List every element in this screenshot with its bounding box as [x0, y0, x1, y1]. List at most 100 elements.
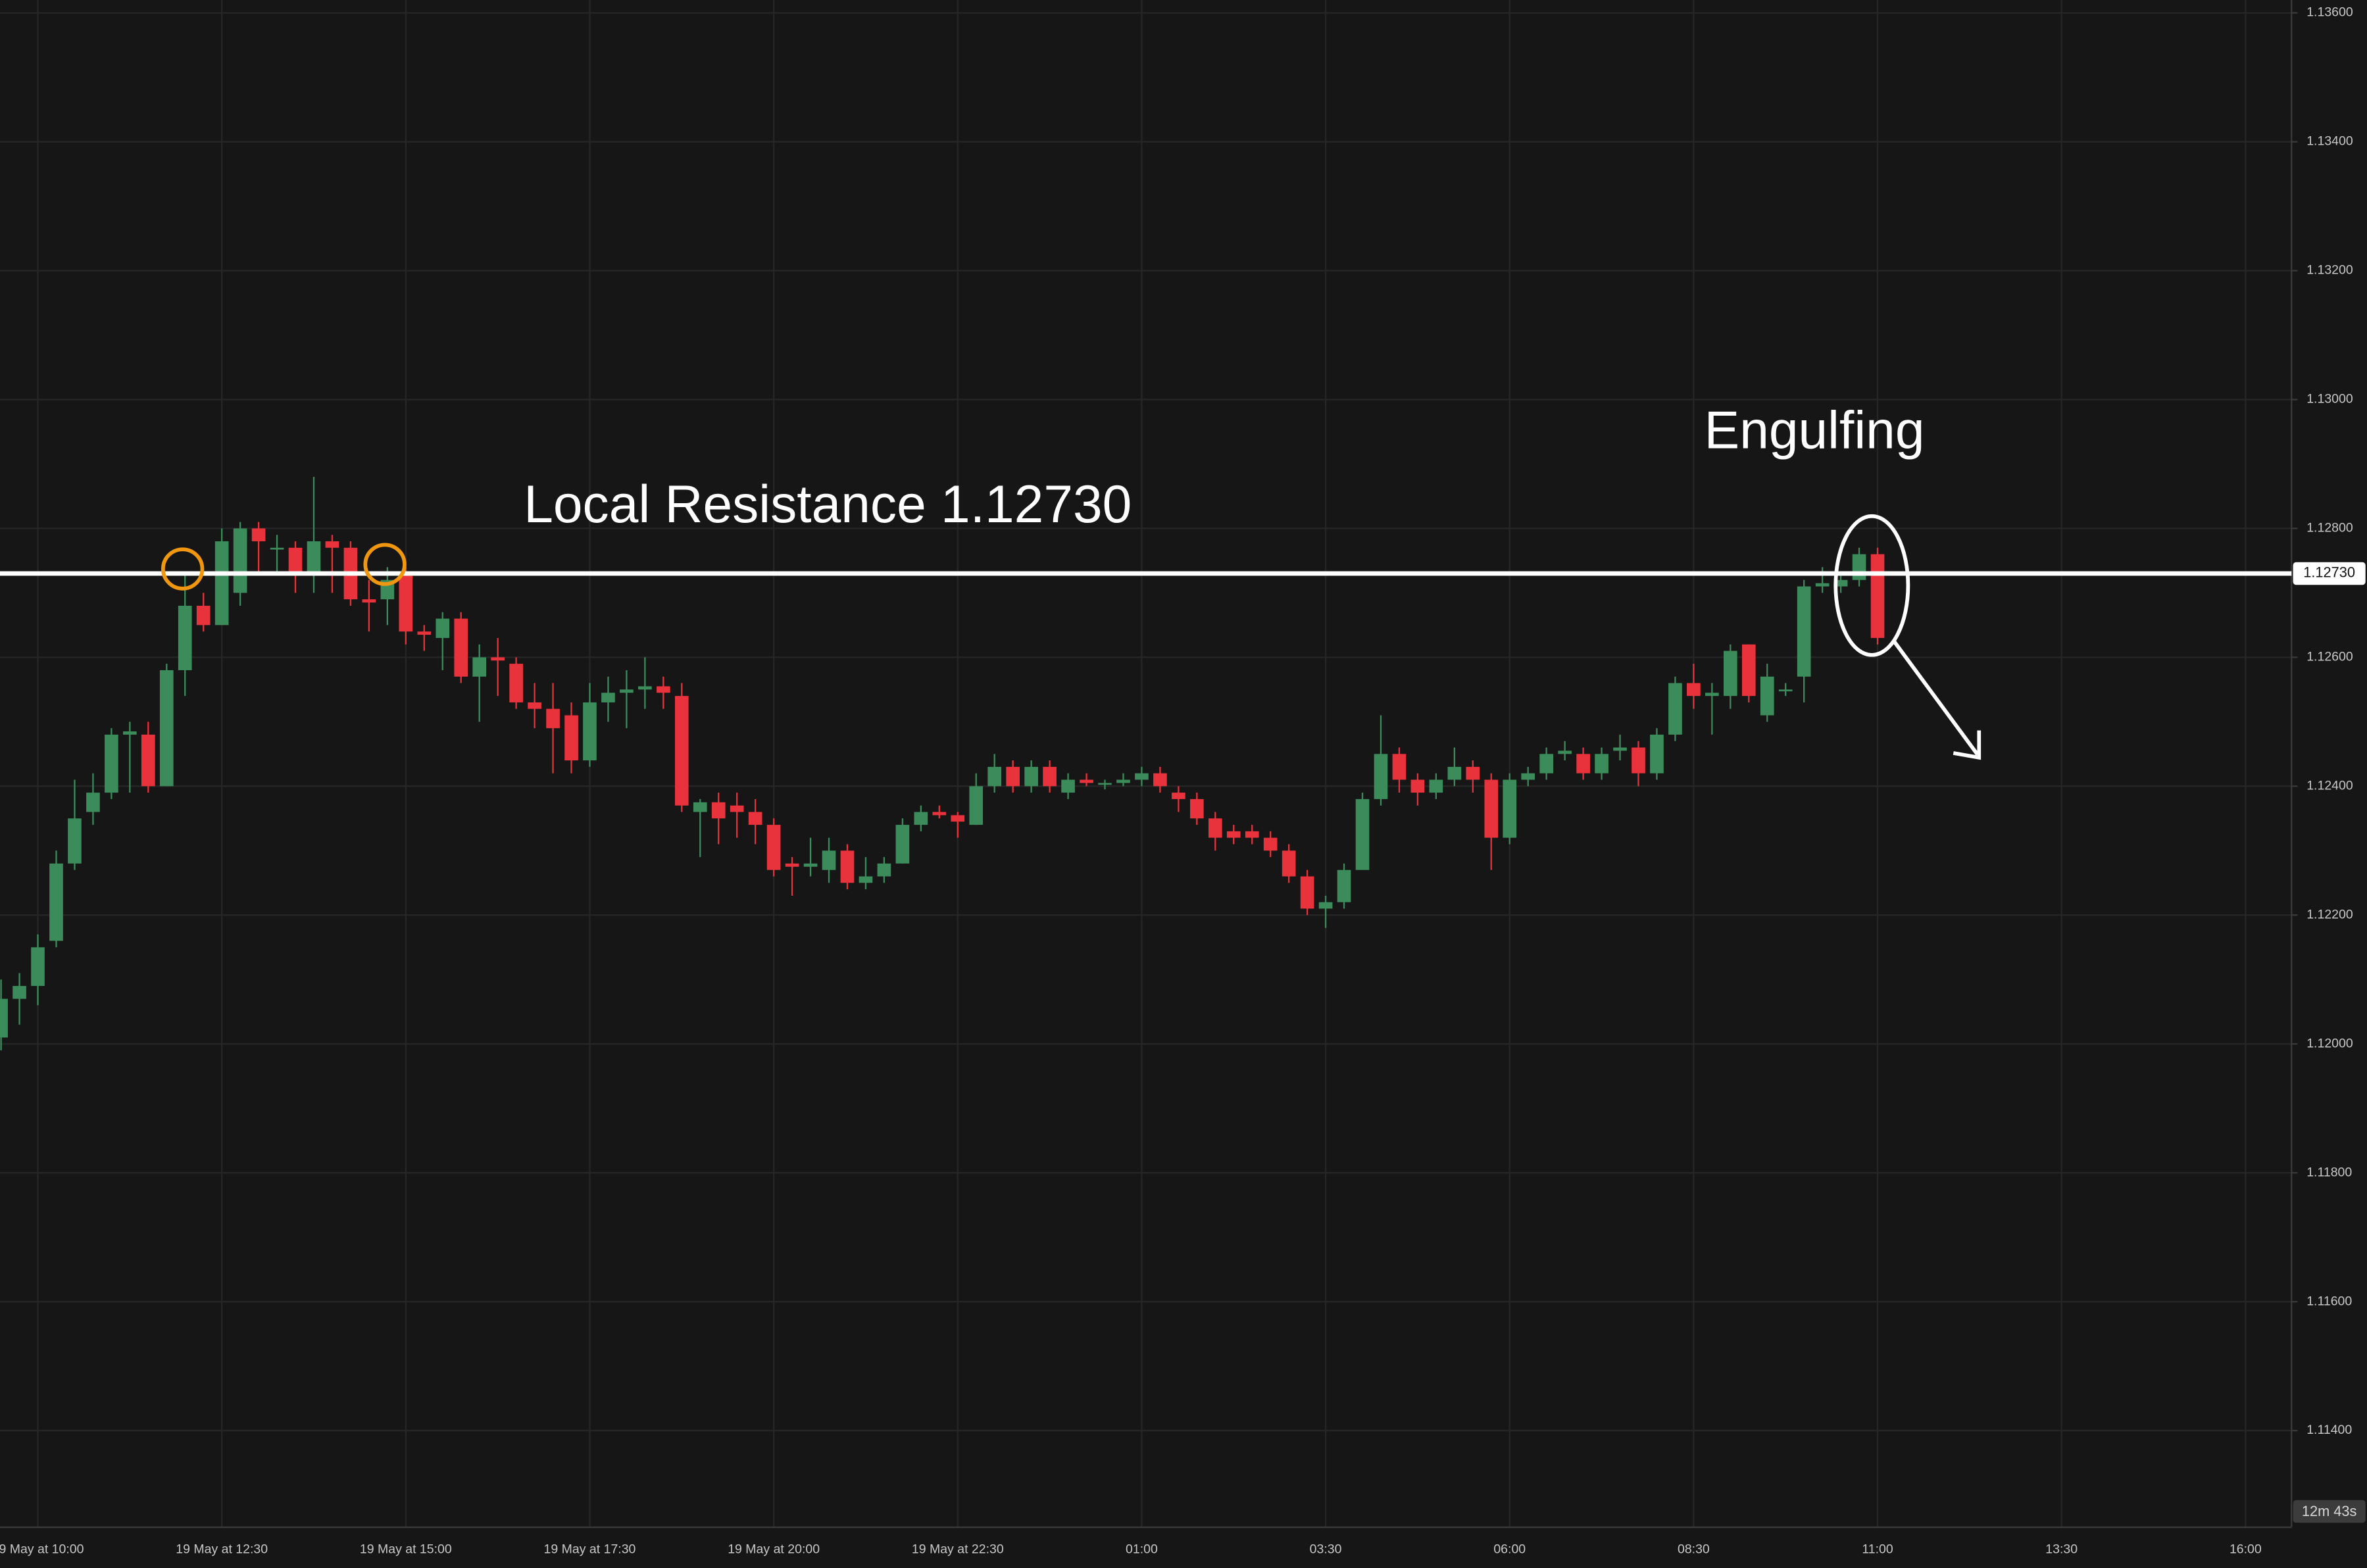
- candle-body: [877, 863, 891, 877]
- candle-body: [1116, 779, 1130, 783]
- candle-body: [1576, 754, 1590, 773]
- candle-body: [1687, 683, 1701, 697]
- candle-body: [31, 947, 45, 987]
- candle-body: [583, 702, 597, 761]
- candle-body: [1006, 766, 1020, 787]
- candle-body: [564, 715, 578, 761]
- candle-body: [1263, 837, 1278, 851]
- y-tick-label: 1.12200: [2306, 907, 2353, 921]
- candle-body: [251, 528, 266, 542]
- price-label-box: [2293, 562, 2366, 585]
- candle-body: [803, 863, 818, 867]
- x-tick-label: 19 May at 10:00: [0, 1542, 84, 1557]
- candle-body: [1521, 773, 1535, 780]
- candle-body: [307, 541, 321, 574]
- candle-body: [509, 664, 523, 702]
- candle-body: [859, 876, 873, 883]
- candle-body: [454, 618, 468, 677]
- candle-body: [141, 734, 155, 787]
- candle-body: [766, 825, 781, 870]
- x-tick-label: 19 May at 17:30: [544, 1542, 636, 1557]
- candle-body: [178, 605, 192, 670]
- candle-body: [785, 863, 799, 867]
- candle-body: [1337, 870, 1351, 902]
- candle-body: [1705, 693, 1719, 697]
- candle-body: [214, 541, 229, 625]
- candle-body: [932, 812, 947, 816]
- candle-body: [1778, 689, 1793, 692]
- x-tick-label: 19 May at 20:00: [728, 1542, 820, 1557]
- candle-body: [914, 812, 928, 825]
- x-tick-label: 19 May at 12:30: [176, 1542, 268, 1557]
- x-tick-label: 03:30: [1310, 1542, 1342, 1557]
- candle-body: [1135, 773, 1149, 780]
- candle-body: [362, 599, 376, 603]
- annotations: Local Resistance 1.12730 Engulfing 12m 4…: [161, 401, 2366, 1523]
- candle-body: [1098, 783, 1112, 785]
- candle-body: [1392, 754, 1407, 780]
- candle-body: [1282, 850, 1296, 877]
- candle-body: [1245, 831, 1259, 838]
- candle-body: [638, 686, 652, 690]
- candle-body: [601, 693, 615, 702]
- countdown: 12m 43s: [2302, 1503, 2357, 1519]
- candle-body: [657, 686, 670, 693]
- arrow-shaft: [1891, 639, 1980, 756]
- candle-body: [159, 670, 174, 787]
- candle-body: [436, 618, 450, 638]
- candle-body: [123, 731, 137, 735]
- candle-body: [528, 702, 541, 709]
- candle-body: [1613, 747, 1627, 751]
- candle-body: [620, 689, 634, 693]
- candle-body: [840, 850, 855, 883]
- candle-body: [1190, 798, 1204, 819]
- y-tick-label: 1.13600: [2306, 5, 2353, 20]
- engulfing-note: Engulfing: [1705, 401, 1925, 460]
- resistance-note: Local Resistance 1.12730: [524, 475, 1132, 534]
- x-tick-label: 01:00: [1126, 1542, 1158, 1557]
- candle-body: [1374, 754, 1388, 799]
- y-tick-label: 1.13200: [2306, 263, 2353, 278]
- candle-body: [12, 986, 26, 999]
- y-tick-label: 1.12800: [2306, 521, 2353, 535]
- grid: [0, 0, 2298, 1528]
- candle-body: [1852, 554, 1866, 580]
- candle-body: [1226, 831, 1241, 838]
- candle-body: [105, 734, 118, 793]
- candle-body: [1300, 876, 1314, 909]
- y-tick-label: 1.12600: [2306, 650, 2353, 664]
- candle-body: [1724, 650, 1737, 697]
- candle-body: [987, 766, 1002, 787]
- candle-body: [68, 818, 82, 864]
- y-tick-label: 1.12000: [2306, 1036, 2353, 1050]
- candle-body: [1153, 773, 1167, 787]
- candle-body: [748, 812, 762, 825]
- arrow-head: [1953, 730, 1981, 760]
- x-tick-label: 11:00: [1862, 1542, 1893, 1557]
- candle-body: [1061, 779, 1075, 793]
- candle-body: [1741, 644, 1756, 697]
- candle-body: [1208, 818, 1222, 838]
- y-tick-label: 1.13000: [2306, 392, 2353, 406]
- candle-body: [711, 802, 726, 819]
- candle-body: [288, 547, 303, 574]
- candle-body: [1410, 779, 1425, 793]
- candle-body: [1815, 583, 1830, 587]
- candle-body: [491, 657, 505, 661]
- y-tick-label: 1.11600: [2306, 1294, 2352, 1308]
- y-tick-label: 1.13400: [2306, 134, 2353, 149]
- candle-body: [1080, 779, 1093, 783]
- x-tick-label: 16:00: [2230, 1542, 2262, 1557]
- candle-body: [472, 657, 487, 677]
- y-tick-label: 1.11800: [2306, 1165, 2352, 1179]
- candle-body: [1447, 766, 1462, 780]
- candle-body: [730, 805, 744, 812]
- price-label: 1.12730: [2303, 564, 2355, 581]
- candle-body: [1318, 902, 1333, 909]
- candle-body: [1466, 766, 1480, 780]
- candle-body: [674, 696, 689, 806]
- touch-circle: [363, 543, 407, 586]
- candle-body: [951, 815, 965, 822]
